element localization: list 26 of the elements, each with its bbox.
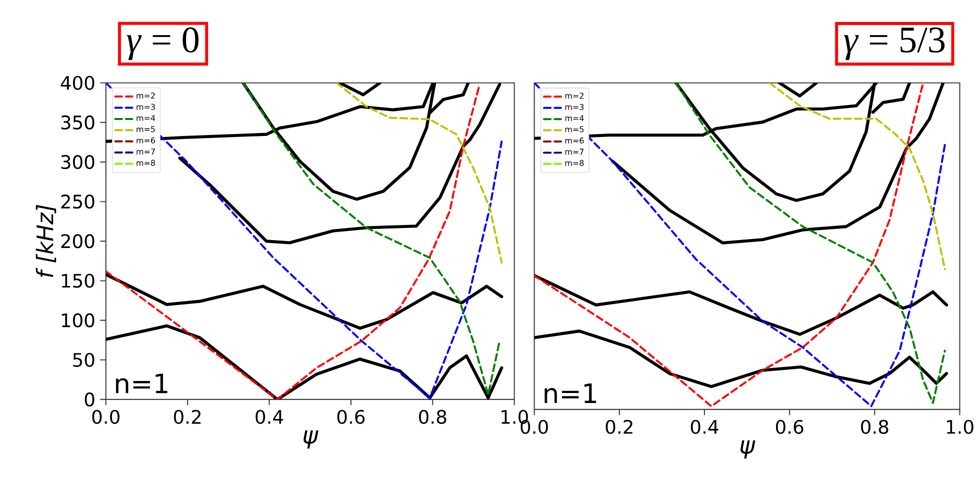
x-tick-label: 0.4: [690, 420, 718, 434]
y-tick-label: 100: [62, 313, 94, 328]
x-tick-label: 1.0: [946, 420, 974, 434]
x-axis-title: ψ: [304, 430, 318, 448]
y-tick-label: 150: [62, 274, 94, 288]
x-axis-title: ψ: [740, 440, 756, 458]
chart-title: γ = 0: [126, 27, 199, 60]
y-tick-label: 200: [61, 234, 94, 248]
chart-title: γ = 5/3: [844, 27, 945, 60]
x-tick-label: 0.0: [92, 410, 120, 424]
annotation: n=1: [116, 374, 168, 393]
y-tick-label: 50: [73, 352, 94, 367]
y-tick-label: 0: [84, 392, 94, 406]
y-tick-label: 300: [61, 154, 94, 169]
x-tick-label: 0.8: [861, 420, 888, 434]
x-tick-label: 0.6: [337, 410, 365, 424]
x-tick-label: 0.4: [256, 410, 284, 424]
y-axis-title: f [kHz]: [36, 204, 56, 277]
annotation: n=1: [544, 383, 596, 403]
x-tick-label: 0.8: [419, 410, 446, 424]
y-tick-label: 350: [61, 115, 94, 130]
x-tick-label: 0.2: [606, 420, 632, 434]
y-tick-label: 250: [61, 194, 94, 208]
x-tick-label: 0.6: [776, 420, 804, 434]
x-tick-label: 0.2: [174, 410, 201, 424]
y-tick-label: 400: [60, 76, 94, 90]
